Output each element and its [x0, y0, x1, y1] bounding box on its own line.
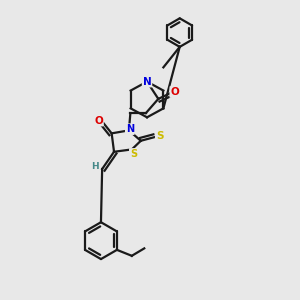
Text: O: O [170, 87, 179, 97]
Text: N: N [126, 124, 134, 134]
Text: S: S [130, 149, 137, 159]
Text: N: N [143, 76, 152, 87]
Text: S: S [156, 131, 163, 141]
Text: O: O [94, 116, 103, 126]
Text: H: H [91, 162, 98, 171]
